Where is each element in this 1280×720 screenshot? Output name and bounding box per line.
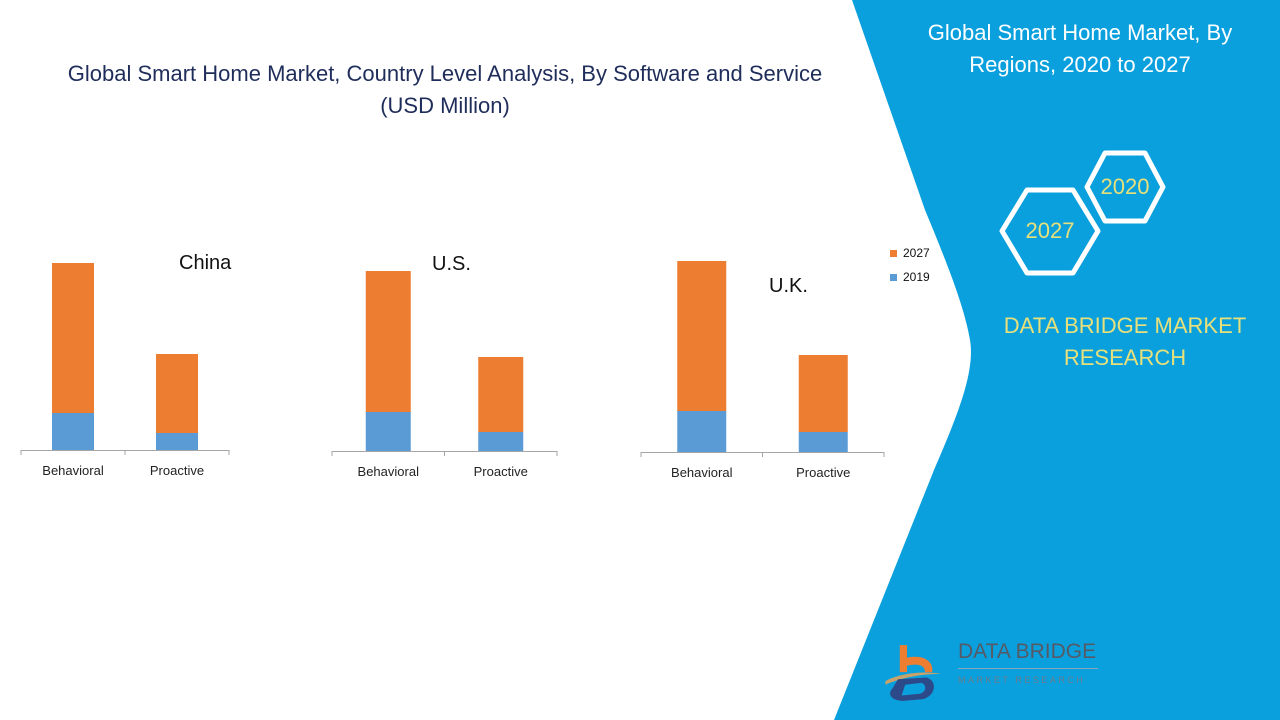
bar-uk-behavioral-2027 [677,261,727,411]
main-title-line2: (USD Million) [380,93,510,118]
right-title-line2: Regions, 2020 to 2027 [969,52,1191,77]
hexagon-2027-icon [999,187,1101,276]
main-title: Global Smart Home Market, Country Level … [20,58,870,122]
legend-swatch-2027 [890,249,897,257]
right-panel-title: Global Smart Home Market, By Regions, 20… [900,17,1260,81]
charts-area: Behavioral Proactive Behavioral Proactive Be… [20,261,885,480]
bar-us-proactive-2027 [478,357,524,432]
x-tick-label-china-behavioral: Behavioral [42,463,104,478]
bar-china-behavioral-2027 [52,263,94,413]
x-tick-label-uk-proactive: Proactive [796,465,850,480]
bar-us-behavioral-2027 [365,271,411,412]
main-title-line1: Global Smart Home Market, Country Level … [67,61,823,86]
logo-divider [958,668,1098,669]
brand-line1: DATA BRIDGE MARKET [1003,313,1247,338]
legend-swatch-2019 [890,273,897,281]
x-tick-label-us-behavioral: Behavioral [358,464,420,479]
bar-uk-proactive-2019 [798,432,848,452]
hexagon-2020-label: 2020 [1100,174,1150,199]
data-bridge-logo-icon [885,645,942,701]
bar-uk-behavioral-2019 [677,411,727,452]
data-bridge-logo: DATA BRIDGE MARKET RESEARCH [880,634,1120,712]
legend-item-2027: 2027 [890,241,930,265]
legend-label-2019: 2019 [903,270,930,284]
brand-line2: RESEARCH [1063,345,1187,370]
chart-title-uk: U.K. [769,275,808,297]
x-tick-label-china-proactive: Proactive [150,463,204,478]
right-title-line1: Global Smart Home Market, By [927,20,1233,45]
legend-label-2027: 2027 [903,246,930,260]
bar-china-proactive-2019 [156,433,198,450]
chart-title-us: U.S. [432,253,471,275]
hexagon-2027-label: 2027 [1025,218,1075,243]
brand-text: DATA BRIDGE MARKET RESEARCH [985,310,1265,374]
x-tick-label-uk-behavioral: Behavioral [671,465,733,480]
logo-name: DATA BRIDGE [958,640,1097,663]
x-tick-label-us-proactive: Proactive [474,464,528,479]
legend-item-2019: 2019 [890,265,930,289]
bar-us-behavioral-2019 [365,412,411,451]
bar-uk-proactive-2027 [798,355,848,432]
bar-us-proactive-2019 [478,432,524,451]
chart-title-china: China [179,252,232,274]
hexagon-2020-icon [1084,150,1166,224]
blue-side-panel [834,0,1280,720]
bar-china-behavioral-2019 [52,413,94,450]
bar-china-proactive-2027 [156,354,198,433]
logo-subtitle: MARKET RESEARCH [958,675,1086,685]
legend: 2027 2019 [890,241,930,289]
